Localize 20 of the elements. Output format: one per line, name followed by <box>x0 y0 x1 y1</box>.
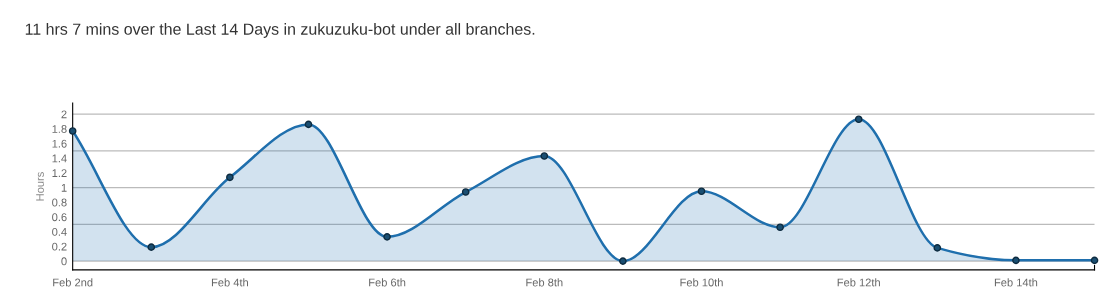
y-tick-label: 0.6 <box>52 213 67 222</box>
y-tick-label: 1.4 <box>52 154 67 163</box>
y-tick-label: 0.8 <box>52 198 67 207</box>
y-tick-label: 1.8 <box>52 125 67 133</box>
chart-title: 11 hrs 7 mins over the Last 14 Days in zukuzuku-bot under all branches. <box>25 23 535 38</box>
x-tick-label: Feb 14th <box>994 278 1038 287</box>
y-axis-title: Hours <box>36 172 44 201</box>
x-tick-label: Feb 4th <box>211 278 248 287</box>
x-tick-label: Feb 6th <box>369 278 406 287</box>
x-tick-label: Feb 2nd <box>53 278 93 287</box>
y-tick-label: 1.2 <box>52 169 67 177</box>
x-tick-label: Feb 12th <box>837 278 880 287</box>
y-tick-label: 1 <box>61 183 67 192</box>
y-tick-label: 1.6 <box>52 139 67 148</box>
y-tick-label: 0 <box>61 257 67 266</box>
x-tick-label: Feb 8th <box>526 278 563 287</box>
y-tick-label: 2 <box>61 110 67 119</box>
y-tick-label: 0.4 <box>52 227 67 236</box>
x-tick-label: Feb 10th <box>680 278 723 287</box>
y-tick-label: 0.2 <box>52 242 67 251</box>
